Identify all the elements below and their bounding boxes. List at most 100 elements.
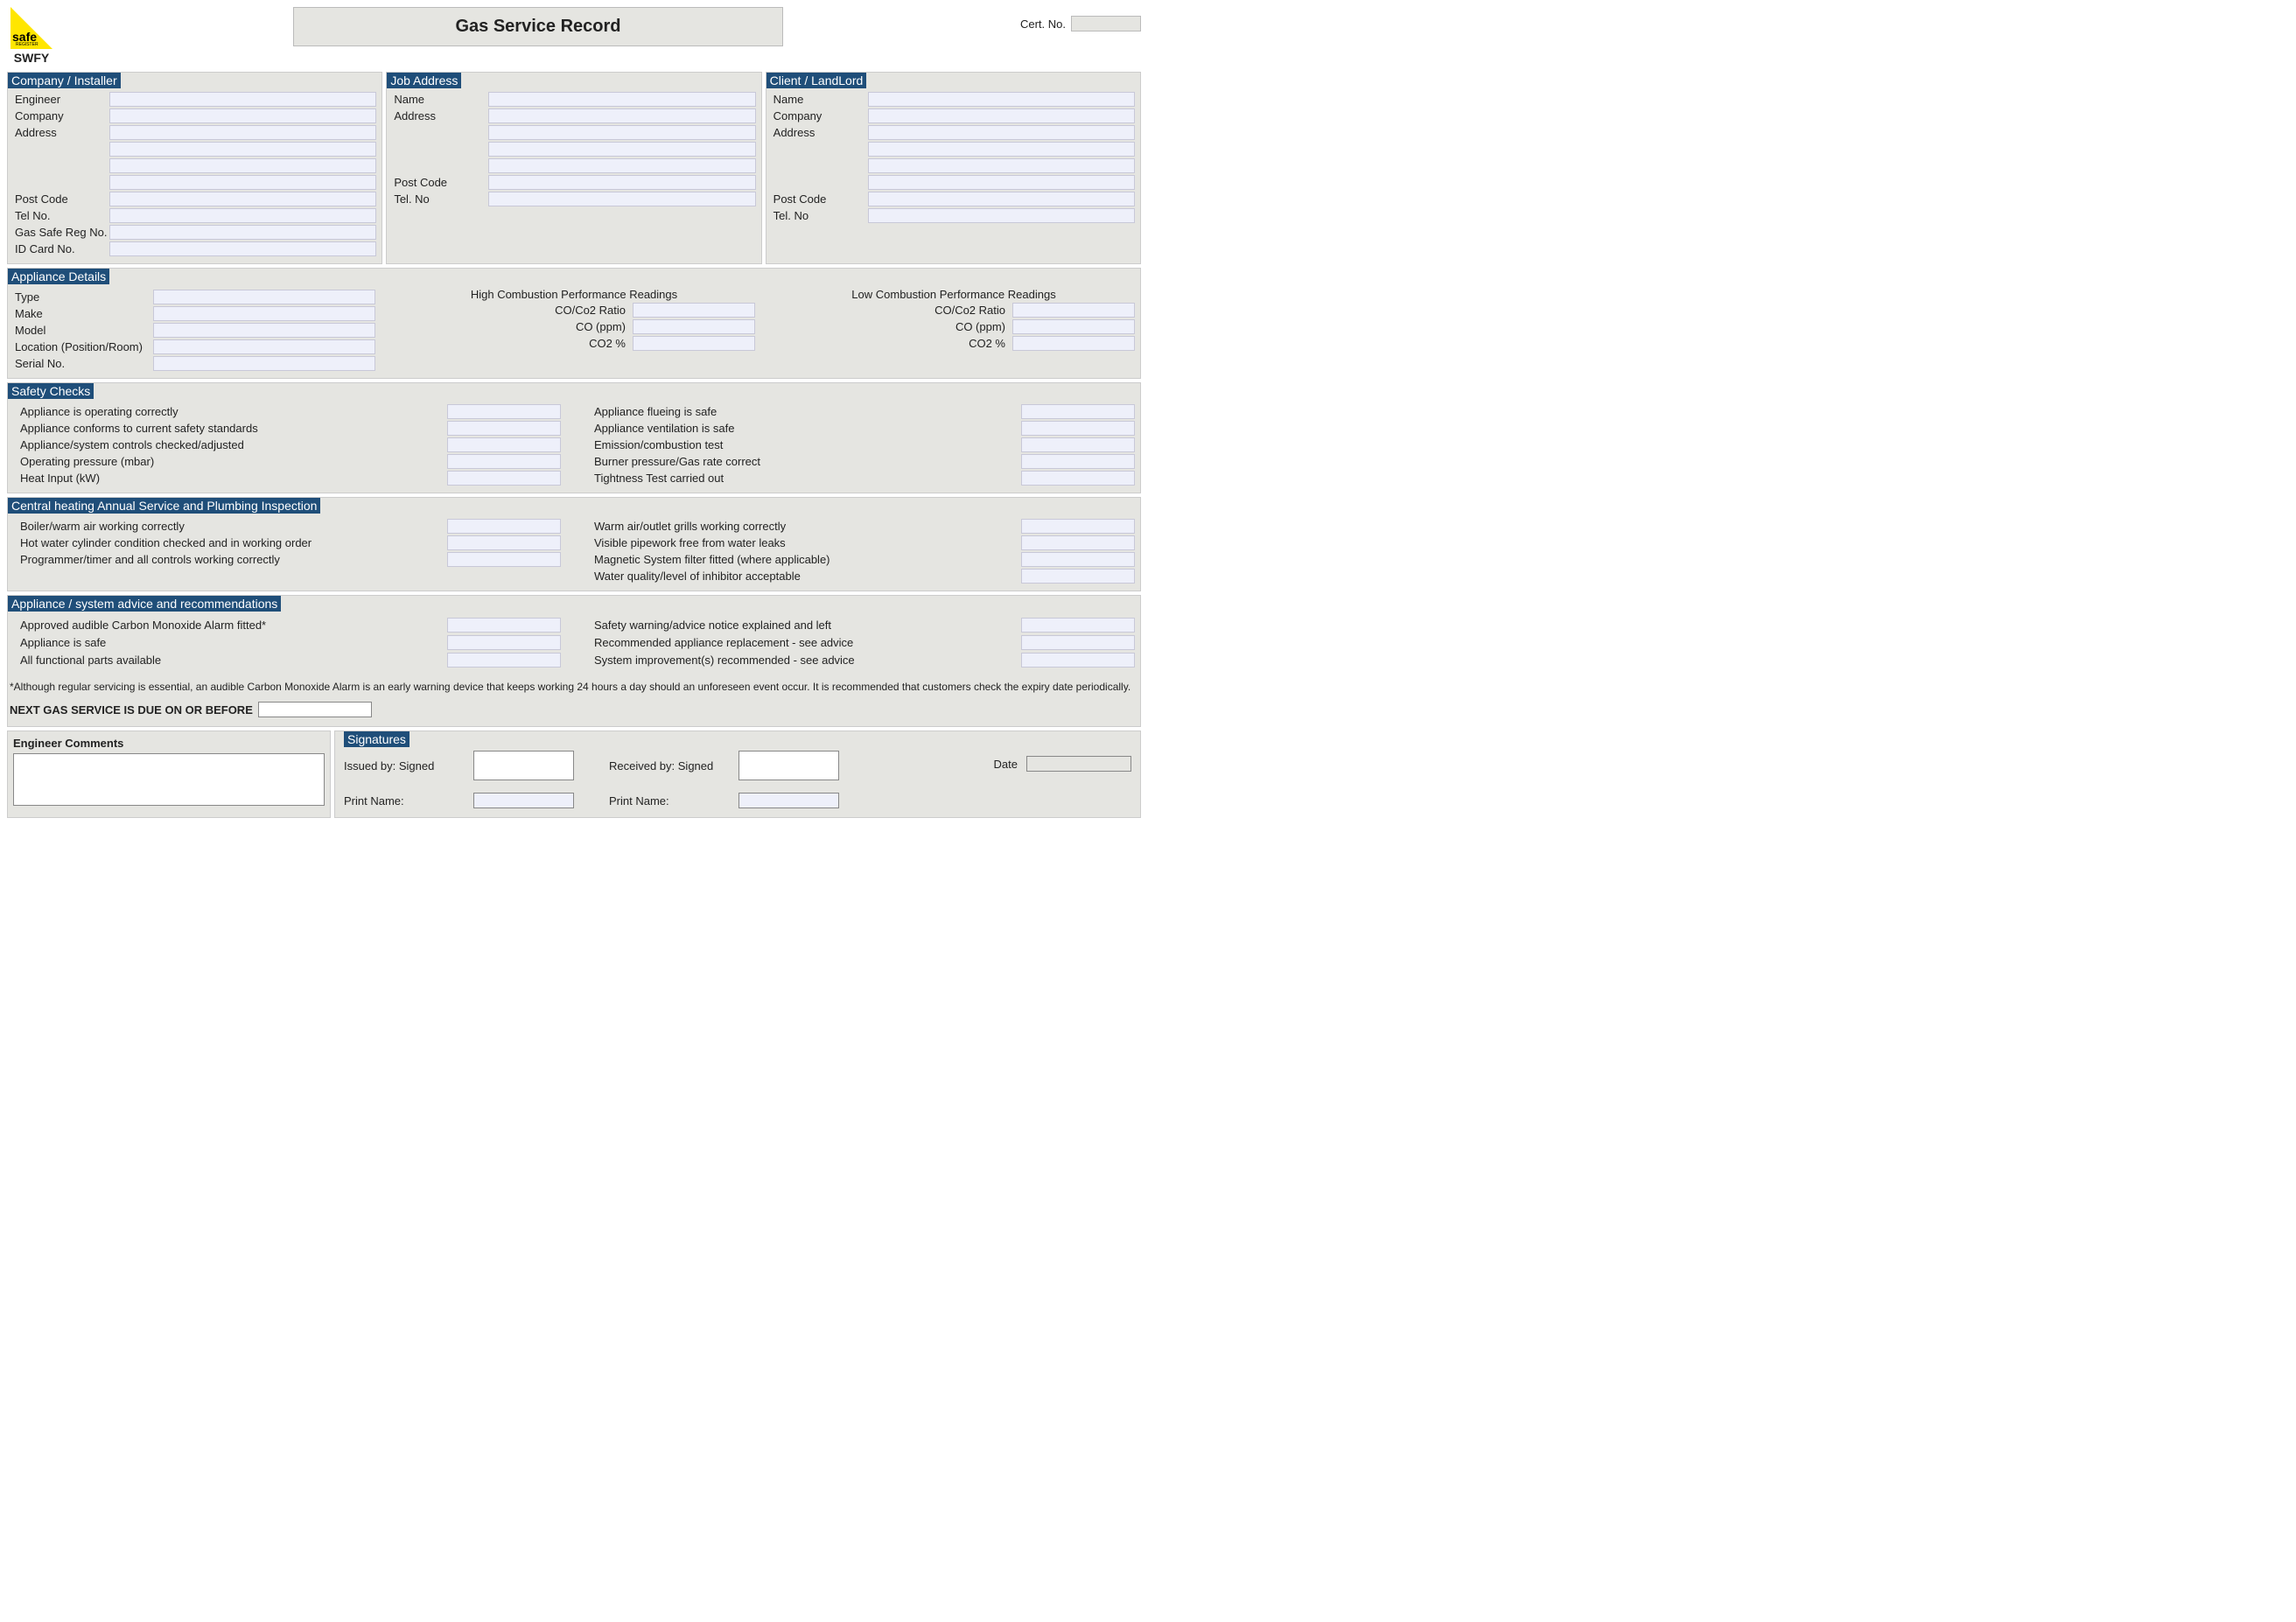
input-client-address-1[interactable]: [868, 125, 1135, 140]
comments-textarea[interactable]: [13, 753, 325, 806]
safety-check-row: Appliance ventilation is safe: [587, 421, 1135, 436]
header: safe REGISTER SWFY Gas Service Record Ce…: [7, 7, 1141, 65]
input-company-address-3[interactable]: [109, 158, 376, 173]
advice-item-input[interactable]: [1021, 653, 1135, 668]
logo-block: safe REGISTER SWFY: [7, 7, 56, 65]
safety-check-input[interactable]: [1021, 404, 1135, 419]
safety-check-label: Operating pressure (mbar): [13, 455, 447, 468]
input-company-postcode[interactable]: [109, 192, 376, 206]
input-client-address-4[interactable]: [868, 175, 1135, 190]
input-appl-model[interactable]: [153, 323, 375, 338]
input-company-tel[interactable]: [109, 208, 376, 223]
input-high-co[interactable]: [633, 319, 755, 334]
input-engineer[interactable]: [109, 92, 376, 107]
advice-item-input[interactable]: [1021, 618, 1135, 633]
job-address-panel: Job Address Name Address Post Code Tel. …: [386, 72, 761, 264]
input-job-name[interactable]: [488, 92, 755, 107]
safety-check-input[interactable]: [447, 421, 561, 436]
received-print-name-input[interactable]: [738, 793, 839, 808]
input-appl-location[interactable]: [153, 339, 375, 354]
next-service-label: NEXT GAS SERVICE IS DUE ON OR BEFORE: [10, 703, 253, 717]
input-job-postcode[interactable]: [488, 175, 755, 190]
advice-item-row: Approved audible Carbon Monoxide Alarm f…: [13, 618, 561, 633]
safety-check-input[interactable]: [1021, 454, 1135, 469]
advice-right-col: Safety warning/advice notice explained a…: [587, 615, 1135, 670]
input-client-address-3[interactable]: [868, 158, 1135, 173]
safety-check-row: Burner pressure/Gas rate correct: [587, 454, 1135, 469]
label-job-address: Address: [392, 109, 488, 122]
safety-left-col: Appliance is operating correctlyApplianc…: [13, 402, 561, 487]
company-installer-panel: Company / Installer Engineer Company Add…: [7, 72, 382, 264]
input-low-co[interactable]: [1012, 319, 1135, 334]
safety-check-input[interactable]: [447, 437, 561, 452]
safety-right-col: Appliance flueing is safeAppliance venti…: [587, 402, 1135, 487]
central-check-row: Warm air/outlet grills working correctly: [587, 519, 1135, 534]
issued-print-name-input[interactable]: [473, 793, 574, 808]
central-check-input[interactable]: [1021, 552, 1135, 567]
input-appl-serial[interactable]: [153, 356, 375, 371]
label-company-postcode: Post Code: [13, 192, 109, 206]
input-company-address-2[interactable]: [109, 142, 376, 157]
input-low-ratio[interactable]: [1012, 303, 1135, 318]
label-gas-safe-reg: Gas Safe Reg No.: [13, 226, 109, 239]
input-client-tel[interactable]: [868, 208, 1135, 223]
date-input[interactable]: [1026, 756, 1131, 772]
input-client-address-2[interactable]: [868, 142, 1135, 157]
central-check-input[interactable]: [447, 535, 561, 550]
input-company[interactable]: [109, 108, 376, 123]
central-check-input[interactable]: [1021, 569, 1135, 584]
label-low-ratio: CO/Co2 Ratio: [773, 304, 1012, 317]
central-check-input[interactable]: [447, 519, 561, 534]
input-appl-type[interactable]: [153, 290, 375, 304]
safety-check-label: Heat Input (kW): [13, 472, 447, 485]
input-client-name[interactable]: [868, 92, 1135, 107]
input-high-co2[interactable]: [633, 336, 755, 351]
issued-print-label: Print Name:: [344, 794, 466, 808]
input-client-postcode[interactable]: [868, 192, 1135, 206]
safety-check-input[interactable]: [447, 454, 561, 469]
advice-item-input[interactable]: [447, 635, 561, 650]
received-by-signature-box[interactable]: [738, 751, 839, 780]
safety-check-input[interactable]: [447, 404, 561, 419]
safety-check-input[interactable]: [1021, 437, 1135, 452]
cert-no-input[interactable]: [1071, 16, 1141, 31]
input-company-address-1[interactable]: [109, 125, 376, 140]
input-job-address-1[interactable]: [488, 108, 755, 123]
next-service-input[interactable]: [258, 702, 372, 717]
safety-check-input[interactable]: [1021, 471, 1135, 486]
central-check-input[interactable]: [1021, 535, 1135, 550]
label-appl-make: Make: [13, 307, 153, 320]
label-client-tel: Tel. No: [772, 209, 868, 222]
input-appl-make[interactable]: [153, 306, 375, 321]
input-job-address-3[interactable]: [488, 142, 755, 157]
input-job-address-2[interactable]: [488, 125, 755, 140]
label-low-co2: CO2 %: [773, 337, 1012, 350]
label-job-name: Name: [392, 93, 488, 106]
safety-check-row: Tightness Test carried out: [587, 471, 1135, 486]
engineer-comments-panel: Engineer Comments: [7, 731, 331, 818]
safety-section-title: Safety Checks: [8, 383, 94, 399]
job-section-title: Job Address: [387, 73, 461, 88]
safety-check-input[interactable]: [1021, 421, 1135, 436]
advice-item-row: Recommended appliance replacement - see …: [587, 635, 1135, 650]
input-job-tel[interactable]: [488, 192, 755, 206]
received-print-label: Print Name:: [609, 794, 732, 808]
central-check-label: Hot water cylinder condition checked and…: [13, 536, 447, 549]
input-high-ratio[interactable]: [633, 303, 755, 318]
logo-subtext: REGISTER: [16, 42, 38, 47]
safety-check-input[interactable]: [447, 471, 561, 486]
input-gas-safe-reg[interactable]: [109, 225, 376, 240]
label-high-co: CO (ppm): [393, 320, 633, 333]
issued-by-signature-box[interactable]: [473, 751, 574, 780]
input-low-co2[interactable]: [1012, 336, 1135, 351]
advice-item-input[interactable]: [1021, 635, 1135, 650]
central-check-input[interactable]: [447, 552, 561, 567]
input-id-card[interactable]: [109, 241, 376, 256]
input-company-address-4[interactable]: [109, 175, 376, 190]
input-job-address-4[interactable]: [488, 158, 755, 173]
central-check-input[interactable]: [1021, 519, 1135, 534]
input-client-company[interactable]: [868, 108, 1135, 123]
central-heating-panel: Central heating Annual Service and Plumb…: [7, 497, 1141, 591]
advice-item-input[interactable]: [447, 653, 561, 668]
advice-item-input[interactable]: [447, 618, 561, 633]
